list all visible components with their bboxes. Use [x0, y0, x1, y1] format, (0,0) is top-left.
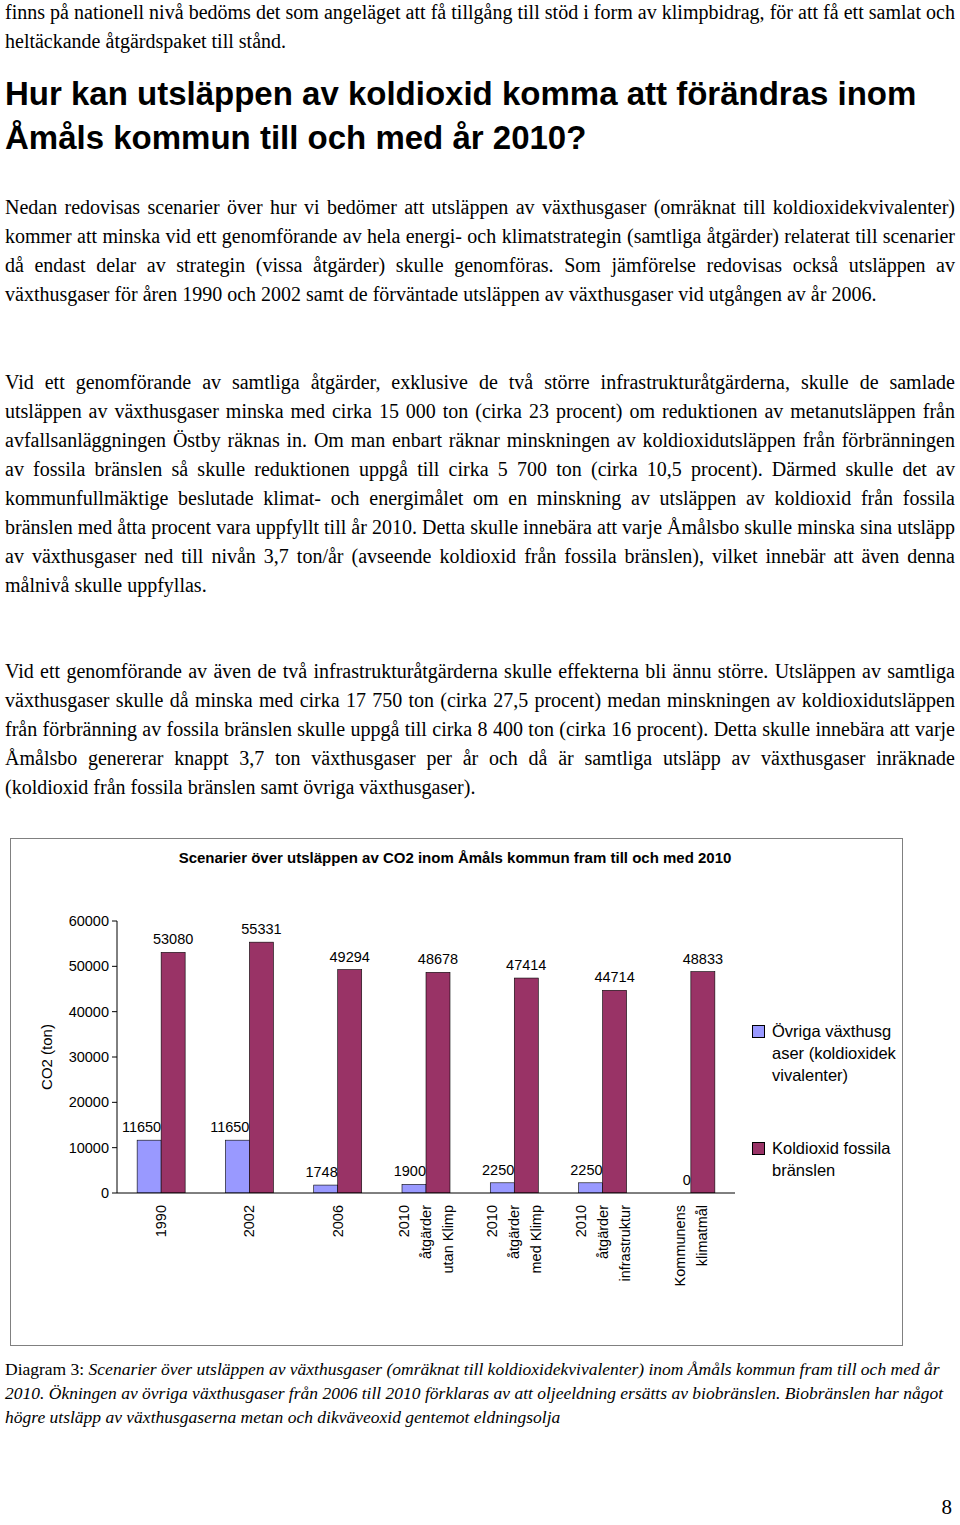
- data-label: 49294: [330, 949, 370, 965]
- data-label: 11650: [122, 1119, 161, 1135]
- data-label: 1900: [394, 1163, 426, 1179]
- y-tick: [112, 1057, 117, 1058]
- legend-label: Övriga växthusgaser (koldioxidekvivalent…: [772, 1020, 900, 1086]
- bar: [426, 972, 450, 1193]
- page-number: 8: [942, 1495, 953, 1520]
- y-tick: [112, 1102, 117, 1103]
- data-label: 2250: [570, 1162, 602, 1178]
- y-axis-title: CO2 (ton): [38, 1024, 55, 1090]
- x-tick-label: 2010 åtgärder infrastruktur: [573, 1205, 633, 1282]
- bar: [225, 1140, 249, 1193]
- x-tick-label: 2010 åtgärder utan Klimp: [396, 1205, 456, 1274]
- y-tick-label: 10000: [69, 1140, 109, 1156]
- y-axis: [117, 921, 118, 1193]
- y-tick: [112, 966, 117, 967]
- x-tick-label-line: 2006: [330, 1205, 346, 1237]
- x-tick-label-line: 2010: [484, 1205, 500, 1237]
- y-tick: [112, 921, 117, 922]
- bar: [338, 970, 362, 1193]
- x-tick-label: 1990: [153, 1205, 169, 1237]
- x-axis: [117, 1193, 735, 1194]
- bar: [137, 1140, 161, 1193]
- paragraph: Vid ett genomförande av samtliga åtgärde…: [5, 368, 955, 600]
- legend-label: Koldioxid fossila bränslen: [772, 1137, 900, 1181]
- x-tick-label-line: 2010: [573, 1205, 589, 1237]
- bar: [579, 1183, 603, 1193]
- x-tick-label-line: Kommunens: [672, 1205, 688, 1286]
- data-label: 55331: [241, 921, 281, 937]
- data-label: 11650: [210, 1119, 249, 1135]
- x-tick-label: 2002: [241, 1205, 257, 1237]
- data-labels: 11650 11650 1748 1900 2250 2250 0 53080 55331 492…: [122, 921, 723, 1188]
- x-tick-label-line: klimatmål: [694, 1205, 710, 1266]
- y-tick: [112, 1147, 117, 1148]
- x-tick-label-line: åtgärder: [595, 1205, 611, 1259]
- y-tick: [112, 1193, 117, 1194]
- x-tick-label-line: 2002: [241, 1205, 257, 1237]
- caption-text: Scenarier över utsläppen av växthusgaser…: [5, 1359, 943, 1427]
- paragraph: Nedan redovisas scenarier över hur vi be…: [5, 193, 955, 309]
- x-tick-label: 2010 åtgärder med Klimp: [484, 1205, 544, 1274]
- x-tick-label-line: 1990: [153, 1205, 169, 1237]
- x-tick-label-line: åtgärder: [418, 1205, 434, 1259]
- data-label: 1748: [305, 1164, 337, 1180]
- bar: [691, 972, 715, 1193]
- x-tick-label-line: åtgärder: [506, 1205, 522, 1259]
- y-tick-label: 30000: [69, 1049, 109, 1065]
- heading: Hur kan utsläppen av koldioxid komma att…: [5, 72, 955, 160]
- x-tick-label: 2006: [330, 1205, 346, 1237]
- bar: [249, 942, 273, 1193]
- y-tick-label: 40000: [69, 1004, 109, 1020]
- data-label: 2250: [482, 1162, 514, 1178]
- y-tick-label: 20000: [69, 1094, 109, 1110]
- data-label: 48678: [418, 951, 458, 967]
- y-tick-label: 0: [101, 1185, 109, 1201]
- y-tick-label: 50000: [69, 958, 109, 974]
- chart-title: Scenarier över utsläppen av CO2 inom Åmå…: [179, 849, 732, 866]
- paragraph: finns på nationell nivå bedöms det som a…: [5, 0, 955, 56]
- x-tick-label-line: infrastruktur: [617, 1205, 633, 1282]
- x-tick-label: Kommunens klimatmål: [672, 1205, 710, 1286]
- bar: [314, 1185, 338, 1193]
- caption-label: Diagram 3:: [5, 1359, 84, 1379]
- bar: [490, 1183, 514, 1193]
- x-tick-label-line: 2010: [396, 1205, 412, 1237]
- legend-swatch: [752, 1025, 765, 1038]
- bar: [402, 1184, 426, 1193]
- bar: [603, 990, 627, 1193]
- x-tick-label-line: med Klimp: [528, 1205, 544, 1274]
- y-tick: [112, 1011, 117, 1012]
- caption: Diagram 3: Scenarier över utsläppen av v…: [5, 1357, 955, 1429]
- paragraph: Vid ett genomförande av även de två infr…: [5, 657, 955, 802]
- data-label: 48833: [683, 951, 723, 967]
- legend-swatch: [752, 1142, 765, 1155]
- bars: [137, 942, 715, 1193]
- data-label: 47414: [506, 957, 546, 973]
- data-label: 0: [683, 1172, 691, 1188]
- data-label: 44714: [594, 969, 634, 985]
- x-tick-label-line: utan Klimp: [440, 1205, 456, 1274]
- chart: Scenarier över utsläppen av CO2 inom Åmå…: [0, 0, 960, 1525]
- data-label: 53080: [153, 931, 193, 947]
- bar: [514, 978, 538, 1193]
- y-tick-label: 60000: [69, 913, 109, 929]
- chart-frame: [11, 839, 903, 1346]
- bar: [161, 952, 185, 1193]
